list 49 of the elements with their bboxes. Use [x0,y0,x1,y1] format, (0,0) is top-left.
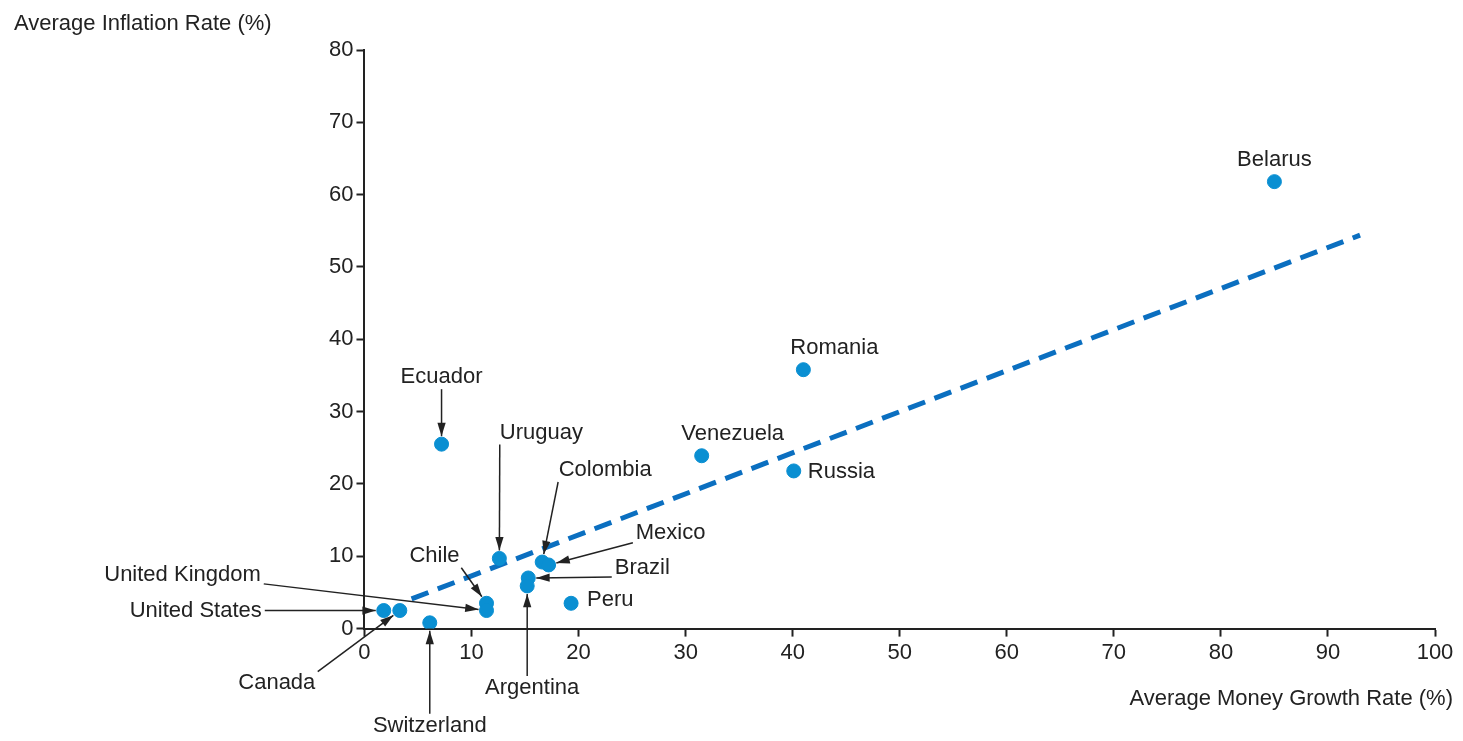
point [541,557,557,573]
annotation: Peru [587,586,634,612]
y-tick-label: 80 [328,36,354,62]
point [563,595,579,611]
y-tick-label: 0 [341,614,354,640]
x-tick-label: 20 [566,638,591,664]
point [694,448,710,464]
annotation: Colombia [558,456,653,482]
point [491,550,507,566]
point [392,603,408,619]
x-tick-label: 60 [994,638,1020,664]
point [422,615,438,629]
y-tick-label: 60 [328,180,354,206]
annotation: Belarus [1237,145,1312,171]
point [376,603,392,619]
x-tick-label: 10 [459,638,484,664]
annotation: Chile [409,542,460,568]
annotation: Uruguay [499,418,583,444]
x-tick-label: 90 [1315,638,1341,664]
point [434,436,450,452]
x-tick-label: 80 [1208,638,1234,664]
annotation: United States [129,596,262,622]
y-tick-label: 50 [328,253,354,279]
y-tick-label: 40 [328,325,354,351]
y-tick-label: 20 [328,470,354,496]
annotation: Mexico [635,519,706,545]
annotation: Romania [790,333,880,359]
annotation: Venezuela [681,419,785,445]
annotation: Brazil [614,554,670,580]
y-tick-label: 70 [328,108,354,134]
y-tick-label: 30 [328,397,354,423]
annotation: Argentina [485,673,581,699]
point [786,463,802,479]
annotation: Switzerland [372,711,487,737]
y-tick-label: 10 [328,542,354,568]
x-tick-label: 30 [673,638,698,664]
x-tick-label: 100 [1416,638,1454,664]
annotation: Canada [238,668,317,694]
y-axis-title: Average Inflation Rate (%) [14,10,272,36]
x-axis-title: Average Money Growth Rate (%) [1129,684,1453,710]
annotation: Ecuador [400,363,483,389]
x-tick-label: 50 [887,638,912,664]
x-tick-label: 70 [1101,638,1127,664]
point [795,362,811,378]
point [1266,174,1282,190]
x-tick-label: 40 [780,638,805,664]
x-tick-label: 0 [358,638,371,664]
annotation: United Kingdom [104,560,261,586]
annotation: Russia [807,457,876,483]
